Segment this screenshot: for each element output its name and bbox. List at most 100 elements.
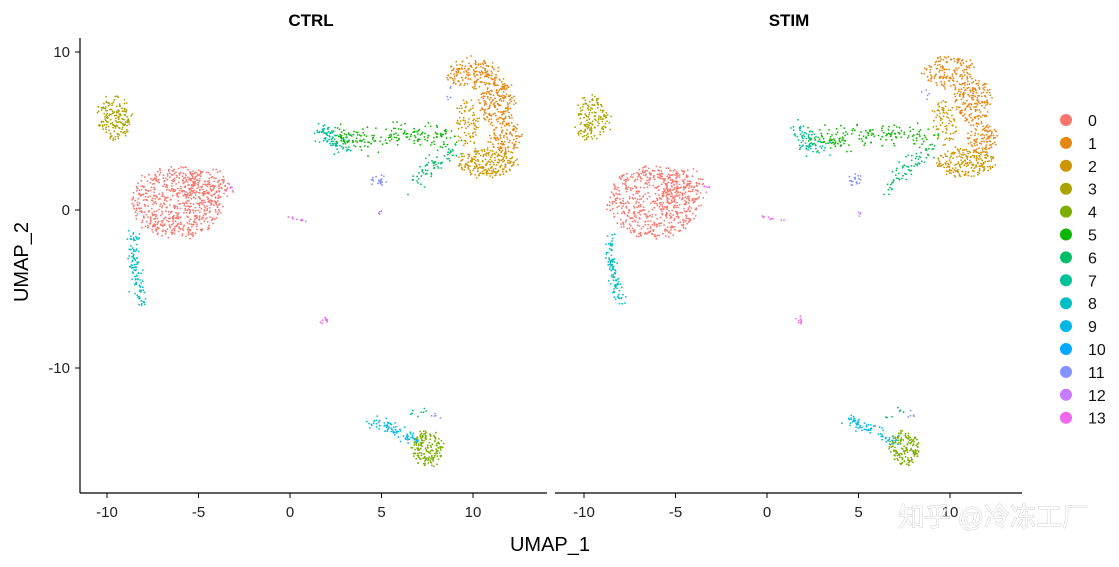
point-cluster-0 — [219, 183, 222, 186]
point-cluster-4 — [909, 449, 911, 452]
point-cluster-0 — [648, 171, 651, 174]
point-cluster-8 — [134, 259, 137, 262]
point-cluster-2 — [966, 155, 969, 158]
point-cluster-3 — [101, 125, 104, 128]
point-cluster-0 — [182, 194, 185, 197]
point-cluster-2 — [968, 159, 971, 162]
point-cluster-0 — [608, 201, 611, 204]
point-cluster-1 — [968, 121, 970, 124]
point-cluster-7 — [317, 122, 320, 125]
point-cluster-2 — [939, 165, 941, 168]
point-cluster-0 — [196, 173, 199, 176]
point-cluster-4 — [890, 446, 893, 448]
point-cluster-0 — [213, 177, 216, 180]
point-cluster-3 — [106, 101, 108, 104]
point-cluster-0 — [164, 232, 167, 235]
point-cluster-1 — [474, 70, 477, 73]
point-cluster-6 — [447, 153, 449, 156]
point-cluster-0 — [662, 195, 665, 197]
point-cluster-13 — [291, 216, 294, 219]
point-cluster-0 — [635, 187, 638, 190]
point-cluster-1 — [490, 77, 493, 80]
point-cluster-2 — [477, 160, 479, 163]
point-cluster-1 — [459, 68, 461, 70]
point-cluster-11 — [379, 182, 382, 185]
point-cluster-1 — [969, 91, 972, 93]
point-cluster-3 — [116, 125, 118, 127]
point-cluster-5 — [918, 133, 920, 136]
point-cluster-0 — [677, 229, 680, 232]
point-cluster-2 — [492, 170, 495, 172]
point-cluster-6 — [435, 163, 437, 166]
point-cluster-13 — [326, 320, 328, 323]
point-cluster-3 — [588, 124, 591, 127]
point-cluster-6 — [426, 172, 428, 175]
point-cluster-2 — [948, 119, 951, 122]
point-cluster-0 — [193, 218, 196, 221]
point-cluster-6 — [452, 154, 454, 157]
point-cluster-3 — [116, 95, 118, 97]
point-cluster-7 — [332, 144, 334, 147]
point-cluster-0 — [663, 190, 666, 193]
point-cluster-0 — [146, 227, 149, 229]
point-cluster-3 — [118, 104, 121, 107]
point-cluster-0 — [688, 205, 691, 208]
point-cluster-6 — [420, 175, 423, 177]
point-cluster-0 — [162, 174, 165, 177]
point-cluster-2 — [476, 120, 479, 123]
point-cluster-0 — [204, 201, 207, 204]
point-cluster-0 — [158, 208, 160, 211]
point-cluster-2 — [987, 169, 990, 172]
point-cluster-2 — [473, 124, 476, 127]
point-cluster-0 — [162, 229, 165, 232]
point-cluster-0 — [685, 210, 688, 213]
point-cluster-1 — [485, 92, 488, 95]
point-cluster-1 — [960, 64, 963, 66]
point-cluster-1 — [941, 65, 944, 68]
point-cluster-0 — [157, 227, 160, 230]
point-cluster-0 — [151, 197, 154, 200]
point-cluster-2 — [458, 164, 460, 167]
point-cluster-7 — [344, 143, 347, 145]
point-cluster-5 — [367, 155, 369, 158]
point-cluster-1 — [514, 143, 517, 146]
point-cluster-3 — [113, 114, 116, 117]
point-cluster-2 — [474, 119, 477, 122]
point-cluster-8 — [135, 248, 138, 251]
point-cluster-0 — [701, 178, 704, 181]
point-cluster-5 — [417, 133, 419, 135]
point-cluster-0 — [194, 232, 197, 235]
point-cluster-0 — [660, 208, 663, 211]
point-cluster-8 — [129, 235, 132, 238]
point-cluster-1 — [468, 67, 470, 70]
point-cluster-0 — [194, 197, 197, 200]
point-cluster-4 — [900, 452, 902, 455]
point-cluster-8 — [605, 251, 608, 254]
point-cluster-1 — [503, 95, 506, 97]
point-cluster-0 — [699, 178, 702, 181]
point-cluster-2 — [499, 159, 501, 162]
point-cluster-4 — [436, 450, 439, 453]
point-cluster-2 — [463, 102, 466, 105]
point-cluster-5 — [396, 143, 399, 146]
point-cluster-13 — [770, 217, 772, 220]
point-cluster-0 — [160, 220, 163, 222]
point-cluster-2 — [458, 110, 461, 113]
point-cluster-0 — [641, 170, 644, 173]
point-cluster-1 — [489, 123, 492, 125]
point-cluster-1 — [450, 65, 453, 68]
point-cluster-6 — [902, 411, 905, 414]
point-cluster-0 — [651, 200, 654, 203]
point-cluster-6 — [418, 172, 420, 174]
point-cluster-0 — [673, 206, 675, 209]
point-cluster-3 — [100, 109, 103, 111]
point-cluster-4 — [411, 446, 414, 449]
point-cluster-1 — [929, 68, 932, 71]
point-cluster-1 — [493, 68, 495, 71]
point-cluster-0 — [135, 218, 138, 220]
point-cluster-8 — [136, 278, 139, 281]
point-cluster-2 — [463, 123, 466, 126]
point-cluster-9 — [375, 425, 378, 428]
point-cluster-0 — [644, 231, 647, 234]
point-cluster-0 — [177, 230, 180, 233]
